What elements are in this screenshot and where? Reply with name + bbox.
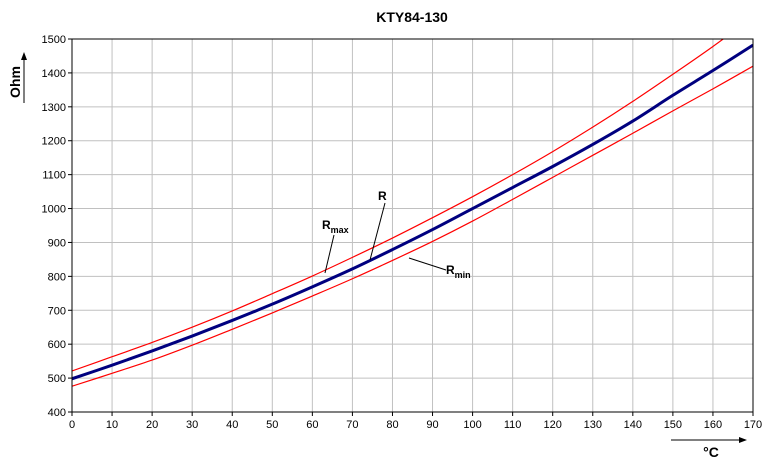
x-tick-label: 160 [704,419,722,431]
series-layer [72,39,753,387]
x-tick-label: 70 [346,419,358,431]
y-tick-label: 1500 [42,34,66,46]
y-tick-label: 1000 [42,204,66,216]
x-axis-arrow-head [739,437,747,443]
series-line-r-min [72,65,753,387]
series-line-r [72,43,753,381]
grid [72,39,753,412]
y-tick-label: 600 [48,339,66,351]
y-tick-label: 500 [48,373,66,385]
x-axis-label: °C [703,444,719,459]
y-tick-label: 900 [48,237,66,249]
y-axis-label: Ohm [7,66,23,98]
y-tick-label: 700 [48,305,66,317]
y-axis-label-group: Ohm [7,52,27,103]
y-tick-label: 1100 [42,170,66,182]
x-tick-label: 130 [584,419,602,431]
x-tick-label: 110 [504,419,522,431]
x-tick-label: 40 [226,419,238,431]
y-tick-label: 800 [48,271,66,283]
y-tick-label: 1200 [42,136,66,148]
annotation-r: R [378,189,387,203]
annotation-leader-rmin [408,257,447,271]
plot-border [71,38,754,413]
chart-title: KTY84-130 [376,9,448,25]
x-axis-ticks: 0 10 20 30 40 50 60 70 80 90 100 110 120 130 140 150 160… [69,412,762,431]
x-tick-label: 80 [386,419,398,431]
x-tick-label: 10 [106,419,118,431]
y-tick-label: 1300 [42,102,66,114]
x-tick-label: 150 [664,419,682,431]
plot-frame [71,38,754,413]
x-axis-label-group: °C [671,437,747,459]
x-tick-label: 50 [266,419,278,431]
x-tick-label: 120 [544,419,562,431]
annotation-rmin-sub: min [455,270,471,280]
annotation-rmax-sub: max [331,225,349,235]
annotations: R Rmax Rmin [322,189,471,280]
annotation-leader-rmax [324,234,335,274]
x-tick-label: 100 [463,419,481,431]
annotation-rmin: Rmin [446,263,471,280]
x-tick-label: 140 [624,419,642,431]
x-tick-label: 170 [744,419,762,431]
annotation-rmax: Rmax [322,218,349,235]
x-tick-label: 30 [186,419,198,431]
y-axis-arrow-head [21,52,27,60]
y-axis-ticks: 400 500 600 700 800 900 1000 1100 1200 1300 1400 15… [42,34,72,419]
y-tick-label: 400 [48,407,66,419]
annotation-leader-r [369,202,386,261]
x-tick-label: 60 [306,419,318,431]
y-tick-label: 1400 [42,68,66,80]
series-line-r-max [72,39,725,372]
x-tick-label: 20 [146,419,158,431]
x-tick-label: 0 [69,419,75,431]
x-tick-label: 90 [426,419,438,431]
